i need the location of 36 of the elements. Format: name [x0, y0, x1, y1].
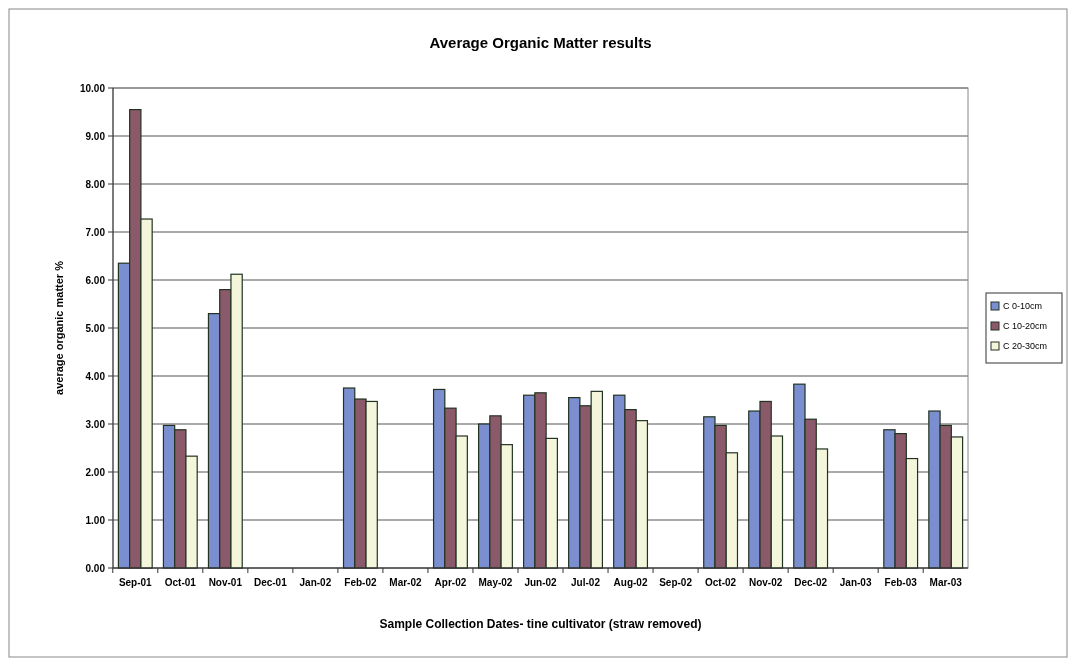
legend-label: C 20-30cm	[1003, 341, 1048, 352]
x-tick-label: Feb-02	[344, 577, 377, 588]
x-axis-title: Sample Collection Dates- tine cultivator (straw removed)	[379, 617, 702, 631]
x-tick-label: Nov-02	[748, 577, 783, 588]
x-tick-label: Jul-02	[571, 577, 601, 588]
y-tick-label: 10.00	[79, 82, 106, 94]
y-tick-label: 5.00	[85, 322, 106, 334]
y-tick-label: 7.00	[85, 226, 106, 238]
x-tick-label: Jun-02	[524, 577, 558, 588]
x-tick-label: Sep-01	[118, 577, 153, 588]
x-tick-label: Mar-02	[389, 577, 422, 588]
y-tick-label: 9.00	[85, 130, 106, 142]
x-tick-label: Oct-01	[164, 577, 197, 588]
x-tick-label: May-02	[478, 577, 513, 588]
x-tick-label: Sep-02	[659, 577, 693, 588]
x-tick-label: Aug-02	[613, 577, 648, 588]
y-tick-label: 4.00	[85, 370, 106, 382]
x-tick-label: Feb-03	[884, 577, 918, 588]
y-tick-label: 2.00	[85, 466, 106, 478]
legend-label: C 10-20cm	[1003, 321, 1048, 332]
legend-label: C 0-10cm	[1003, 301, 1043, 312]
x-tick-label: Jan-03	[839, 577, 872, 588]
y-tick-label: 1.00	[85, 514, 106, 526]
x-tick-label: Dec-01	[253, 577, 288, 588]
y-axis-title: average organic matter %	[53, 260, 65, 395]
x-tick-label: Jan-02	[299, 577, 332, 588]
x-tick-label: Apr-02	[434, 577, 467, 588]
y-tick-label: 6.00	[85, 274, 106, 286]
x-tick-label: Mar-03	[929, 577, 963, 588]
y-tick-label: 0.00	[85, 562, 106, 574]
x-tick-label: Oct-02	[705, 577, 737, 588]
x-tick-label: Nov-01	[208, 577, 243, 588]
chart-title: Average Organic Matter results	[429, 34, 652, 51]
y-tick-label: 3.00	[85, 418, 106, 430]
x-tick-label: Dec-02	[794, 577, 828, 588]
y-tick-label: 8.00	[85, 178, 106, 190]
